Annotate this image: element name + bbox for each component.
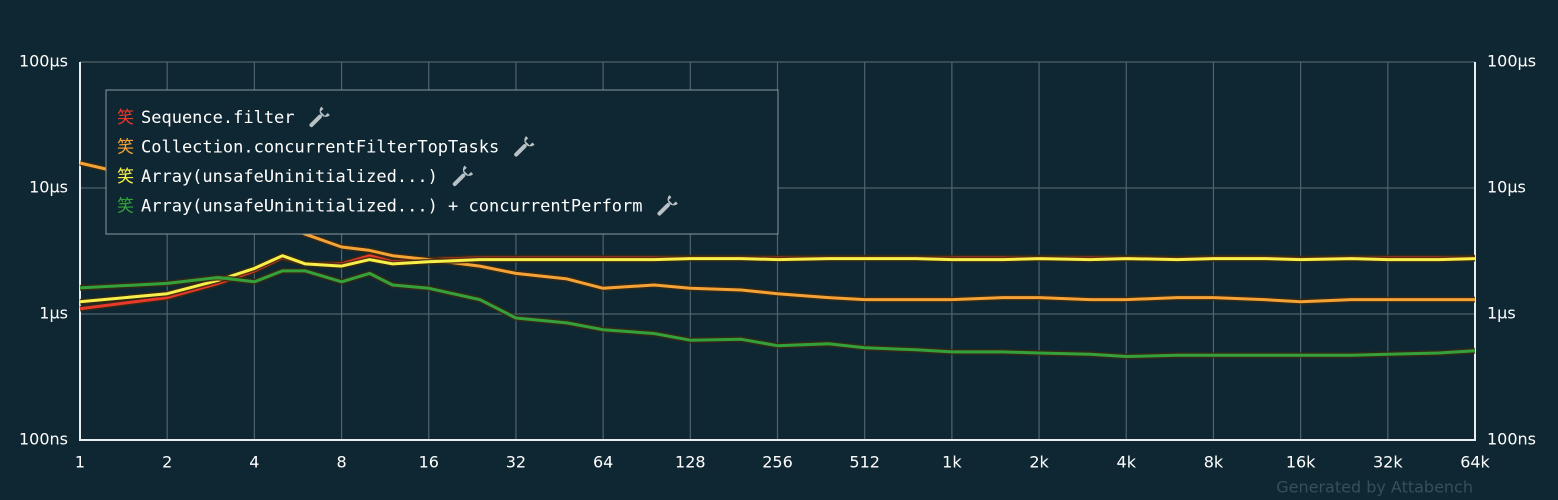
x-tick-label: 8k	[1204, 453, 1224, 472]
x-tick-label: 2k	[1029, 453, 1049, 472]
legend-label: Sequence.filter	[141, 108, 295, 128]
legend-label: Collection.concurrentFilterTopTasks	[141, 138, 499, 158]
legend-label: Array(unsafeUninitialized...)	[141, 167, 438, 187]
x-tick-label: 32	[506, 453, 526, 472]
wrench-handle	[657, 203, 670, 216]
y-tick-label: 1µs	[39, 304, 68, 323]
line	[79, 269, 1476, 358]
legend-marker: 笑	[117, 138, 134, 158]
x-tick-label: 4k	[1117, 453, 1137, 472]
legend-marker: 笑	[117, 197, 134, 217]
x-tick-label: 256	[762, 453, 793, 472]
y-tick-label: 10µs	[29, 178, 68, 197]
wrench-head	[319, 106, 330, 117]
x-tick-label: 16k	[1286, 453, 1316, 472]
x-tick-label: 8	[336, 453, 346, 472]
wrench-handle	[452, 173, 466, 187]
axis-frame	[79, 62, 1476, 441]
legend-box	[105, 89, 779, 235]
x-tick-label: 4	[249, 453, 259, 472]
x-tick-label: 512	[849, 453, 880, 472]
y-tick-label: 100ns	[19, 430, 68, 449]
legend-marker: 笑	[117, 167, 134, 187]
wrench-icon	[657, 195, 678, 216]
wrench-handle	[309, 114, 322, 128]
legend-marker: 笑	[117, 108, 134, 128]
x-tick-label: 32k	[1373, 453, 1403, 472]
y2-tick-label: 100µs	[1487, 52, 1536, 71]
wrench-head	[524, 136, 535, 147]
x-tick-label: 1	[75, 453, 85, 472]
x-tick-label: 64	[593, 453, 613, 472]
x-tick-label: 16	[419, 453, 439, 472]
x-tick-label: 128	[675, 453, 706, 472]
x-tick-label: 1k	[942, 453, 962, 472]
wrench-head	[462, 165, 474, 176]
legend-label: Array(unsafeUninitialized...) + concurre…	[141, 197, 643, 217]
wrench-handle	[514, 144, 527, 157]
line	[79, 161, 1475, 304]
y2-tick-label: 1µs	[1487, 304, 1516, 323]
wrench-head	[667, 195, 678, 206]
x-tick-label: 2	[162, 453, 172, 472]
wrench-icon	[514, 136, 535, 157]
x-tick-label: 64k	[1460, 453, 1490, 472]
legend: 笑 Sequence.filter 笑 Collection.concurrentFi…	[105, 89, 779, 235]
y-tick-label: 100µs	[19, 52, 68, 71]
wrench-icon	[452, 165, 474, 187]
wrench-icon	[309, 106, 330, 128]
y2-tick-label: 100ns	[1487, 430, 1536, 449]
footer: Generated by Attabench	[1276, 478, 1473, 497]
line	[79, 254, 1476, 304]
y2-tick-label: 10µs	[1487, 178, 1526, 197]
